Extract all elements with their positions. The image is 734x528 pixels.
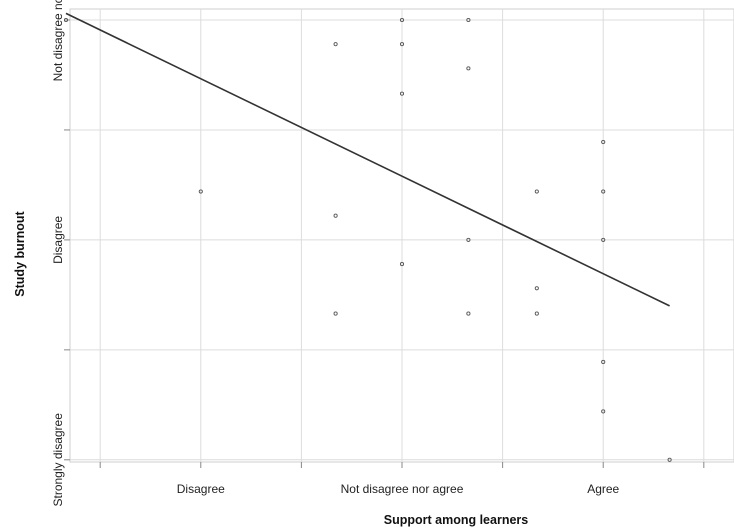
y-tick-label-1: Disagree — [51, 216, 65, 264]
x-axis-ticks — [99, 462, 705, 468]
x-tick-label-0: Disagree — [177, 482, 225, 496]
data-point-16 — [601, 139, 606, 145]
data-point-14 — [534, 286, 539, 291]
data-point-9 — [466, 17, 471, 23]
data-point-11 — [466, 237, 471, 242]
data-point-7 — [399, 91, 405, 96]
regression-line — [65, 12, 670, 307]
x-tick-label-2: Agree — [587, 482, 619, 496]
y-tick-label-0: Strongly disagree — [51, 413, 65, 507]
data-point-18 — [601, 237, 606, 242]
data-point-4 — [333, 311, 338, 316]
data-point-2 — [333, 42, 338, 47]
data-point-10 — [466, 66, 471, 71]
data-point-5 — [399, 17, 405, 23]
data-point-19 — [601, 359, 606, 364]
y-axis-title: Study burnout — [13, 210, 27, 296]
y-axis-ticks — [64, 19, 70, 461]
y-tick-label-2: Not disagree nor agree — [51, 0, 65, 81]
data-point-13 — [534, 189, 539, 194]
data-point-21 — [667, 457, 672, 462]
x-axis-title: Support among learners — [384, 513, 529, 527]
data-point-0 — [63, 17, 69, 23]
data-point-6 — [399, 42, 405, 47]
data-point-8 — [399, 262, 405, 267]
x-tick-label-1: Not disagree nor agree — [341, 482, 464, 496]
data-point-17 — [601, 189, 606, 194]
data-point-20 — [601, 409, 606, 414]
data-point-12 — [466, 311, 471, 316]
data-points — [63, 17, 672, 462]
data-point-3 — [333, 213, 338, 218]
grid-lines — [70, 9, 734, 462]
x-axis-tick-labels: Disagree Not disagree nor agree Agree — [177, 482, 620, 496]
y-axis-tick-labels: Strongly disagree Disagree Not disagree no… — [51, 0, 65, 506]
data-point-15 — [534, 311, 539, 316]
data-point-1 — [198, 189, 203, 194]
